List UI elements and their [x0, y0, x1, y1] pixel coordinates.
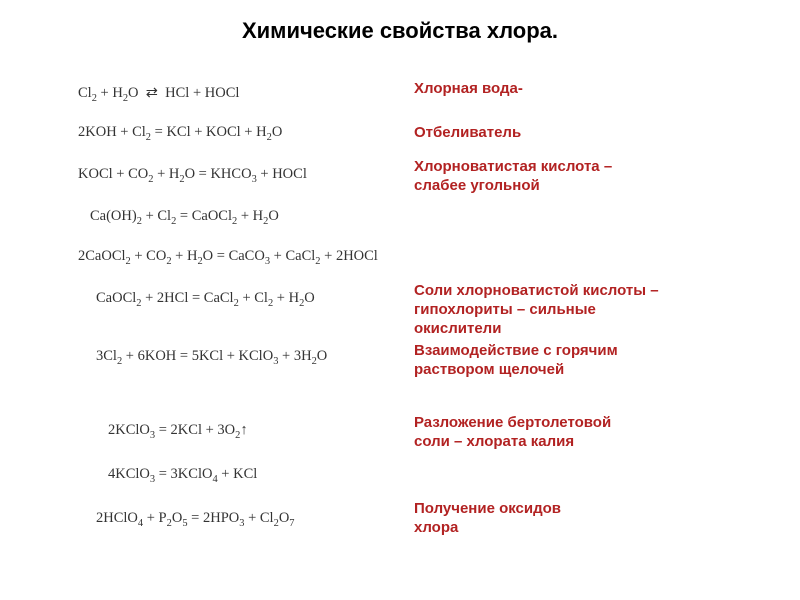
equation-2: 2KOH + Cl2 = KCl + KOCl + H2O	[78, 124, 282, 143]
label-hypochlorite-salts: Соли хлорноватистой кислоты –гипохлориты…	[414, 282, 659, 338]
label-chlorine-water: Хлорная вода-	[414, 80, 523, 99]
equation-7: 3Cl2 + 6KOH = 5KCl + KClO3 + 3H2O	[96, 348, 327, 367]
label-hot-alkali: Взаимодействие с горячимраствором щелоче…	[414, 342, 618, 380]
equation-4: Ca(OH)2 + Cl2 = CaOCl2 + H2O	[90, 208, 279, 227]
equation-9: 4KClO3 = 3KClO4 + KCl	[108, 466, 257, 485]
label-chlorine-oxides: Получение оксидовхлора	[414, 500, 561, 538]
label-bleach: Отбеливатель	[414, 124, 521, 143]
label-hypochlorous-acid: Хлорноватистая кислота –слабее угольной	[414, 158, 612, 196]
equation-5: 2CaOCl2 + CO2 + H2O = CaCO3 + CaCl2 + 2H…	[78, 248, 378, 267]
equation-8: 2KClO3 = 2KCl + 3O2↑	[108, 422, 248, 441]
equation-6: CaOCl2 + 2HCl = CaCl2 + Cl2 + H2O	[96, 290, 315, 309]
equation-1: Cl2 + H2O ⇄ HCl + HOCl	[78, 85, 239, 104]
page-title: Химические свойства хлора.	[0, 18, 800, 44]
label-berthollet-salt: Разложение бертолетовойсоли – хлората ка…	[414, 414, 611, 452]
equation-3: KOCl + CO2 + H2O = KHCO3 + HOCl	[78, 166, 307, 185]
equation-10: 2HClO4 + P2O5 = 2HPO3 + Cl2O7	[96, 510, 295, 529]
